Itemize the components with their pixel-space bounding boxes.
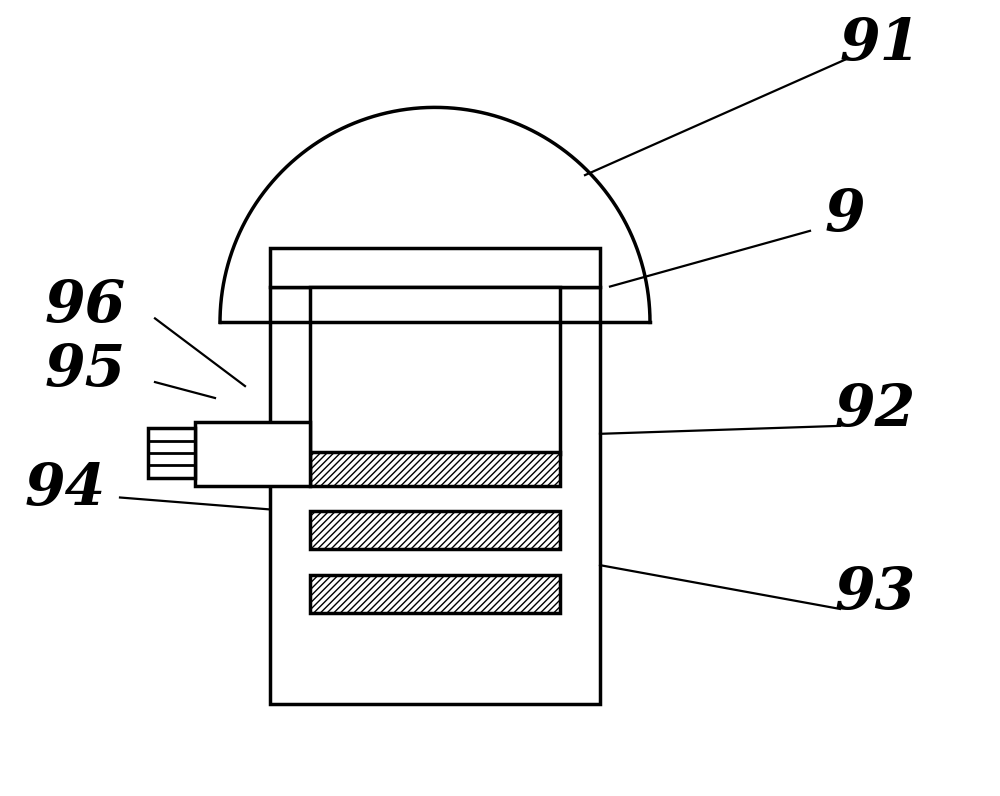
Bar [270,287,600,704]
Bar [148,428,195,478]
Text: 94: 94 [24,462,106,517]
Text: 9: 9 [825,187,865,243]
Bar [195,422,310,486]
Text: 92: 92 [834,382,916,438]
Text: 93: 93 [834,565,916,621]
Text: 91: 91 [839,16,921,72]
Bar [310,452,560,486]
Bar [310,575,560,613]
Bar [310,287,560,454]
Bar [310,511,560,549]
Bar [270,248,600,287]
Text: 95: 95 [44,342,126,398]
Text: 96: 96 [44,279,126,334]
